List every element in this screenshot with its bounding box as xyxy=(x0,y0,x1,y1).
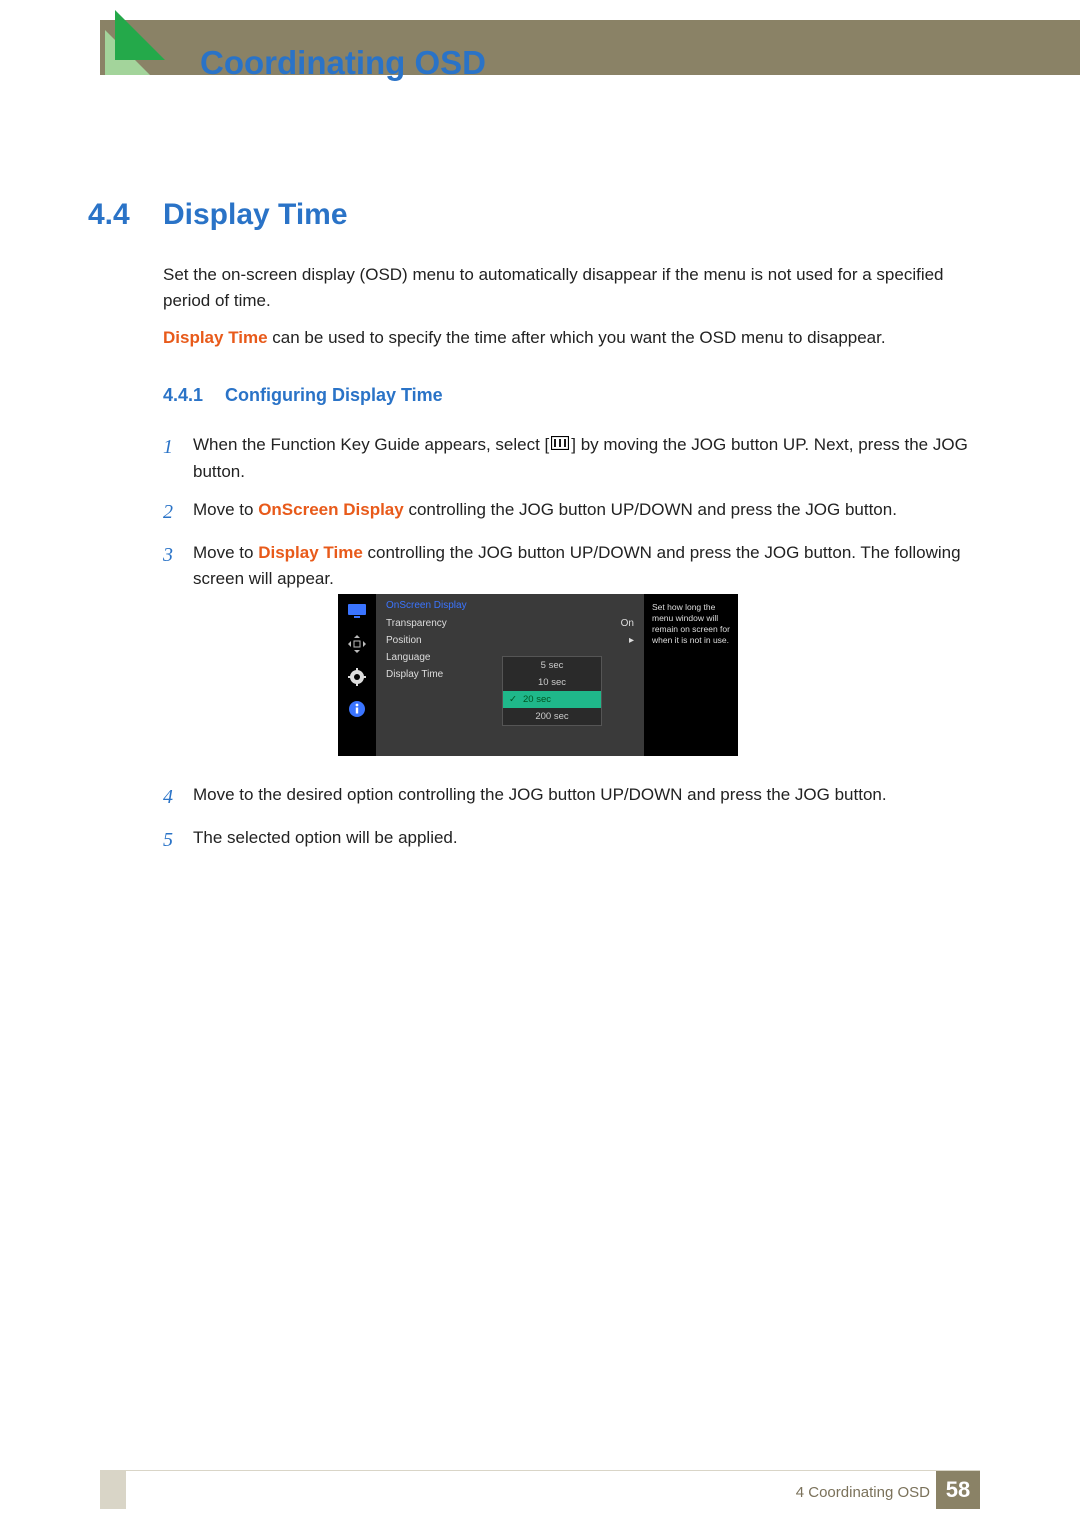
footer-left-accent xyxy=(100,1471,126,1509)
chapter-title: Coordinating OSD xyxy=(200,44,486,82)
step-2-highlight: OnScreen Display xyxy=(258,500,404,519)
osd-help-panel: Set how long the menu window will remain… xyxy=(646,594,738,756)
move-icon xyxy=(347,634,367,654)
step-3-highlight: Display Time xyxy=(258,543,363,562)
section-number: 4.4 xyxy=(88,198,130,232)
step-number: 2 xyxy=(163,497,193,528)
step-number: 3 xyxy=(163,540,193,571)
footer-chapter-label: 4 Coordinating OSD xyxy=(796,1484,930,1501)
step-3: 3 Move to Display Time controlling the J… xyxy=(163,540,980,593)
osd-header: OnScreen Display xyxy=(376,594,644,615)
step-2-pre: Move to xyxy=(193,500,258,519)
osd-main-panel: OnScreen Display Transparency On Positio… xyxy=(376,594,646,756)
step-5: 5 The selected option will be applied. xyxy=(163,825,980,856)
monitor-icon xyxy=(346,602,368,620)
osd-dropdown-option: 5 sec xyxy=(503,657,601,674)
step-number: 4 xyxy=(163,782,193,813)
intro-p2-rest: can be used to specify the time after wh… xyxy=(268,328,886,347)
step-4-text: Move to the desired option controlling t… xyxy=(193,782,980,808)
step-3-pre: Move to xyxy=(193,543,258,562)
intro-paragraph-1: Set the on-screen display (OSD) menu to … xyxy=(163,262,980,315)
footer-page-number: 58 xyxy=(936,1471,980,1509)
osd-dropdown: 5 sec 10 sec 20 sec 200 sec xyxy=(502,656,602,726)
steps-4-5: 4 Move to the desired option controlling… xyxy=(163,770,980,856)
osd-dropdown-option-selected: 20 sec xyxy=(503,691,601,708)
osd-item-label: Display Time xyxy=(386,669,443,680)
section-title: Display Time xyxy=(163,198,348,232)
subsection-number: 4.4.1 xyxy=(163,385,203,406)
step-2: 2 Move to OnScreen Display controlling t… xyxy=(163,497,980,528)
chapter-number-decoration xyxy=(105,0,165,80)
steps-1-3: 1 When the Function Key Guide appears, s… xyxy=(163,420,980,593)
intro-paragraph-2: Display Time can be used to specify the … xyxy=(163,325,980,351)
display-time-bold: Display Time xyxy=(163,328,268,347)
subsection-title: Configuring Display Time xyxy=(225,385,443,406)
osd-item-transparency: Transparency On xyxy=(376,615,644,632)
osd-item-value: On xyxy=(621,618,634,629)
osd-dropdown-option: 200 sec xyxy=(503,708,601,725)
osd-item-value: ▸ xyxy=(629,635,634,646)
info-icon xyxy=(348,700,366,718)
osd-item-label: Transparency xyxy=(386,618,447,629)
step-2-post: controlling the JOG button UP/DOWN and p… xyxy=(404,500,897,519)
step-5-text: The selected option will be applied. xyxy=(193,825,980,851)
step-number: 5 xyxy=(163,825,193,856)
osd-dropdown-option: 10 sec xyxy=(503,674,601,691)
osd-item-position: Position ▸ xyxy=(376,632,644,649)
step-4: 4 Move to the desired option controlling… xyxy=(163,782,980,813)
gear-icon xyxy=(348,668,366,686)
osd-screenshot: OnScreen Display Transparency On Positio… xyxy=(338,594,738,756)
osd-item-label: Position xyxy=(386,635,422,646)
osd-item-label: Language xyxy=(386,652,431,663)
step-1-pre: When the Function Key Guide appears, sel… xyxy=(193,435,549,454)
osd-icon-sidebar xyxy=(338,594,376,756)
menu-icon xyxy=(551,432,569,458)
step-number: 1 xyxy=(163,432,193,463)
footer-divider xyxy=(100,1470,980,1471)
step-1: 1 When the Function Key Guide appears, s… xyxy=(163,432,980,485)
